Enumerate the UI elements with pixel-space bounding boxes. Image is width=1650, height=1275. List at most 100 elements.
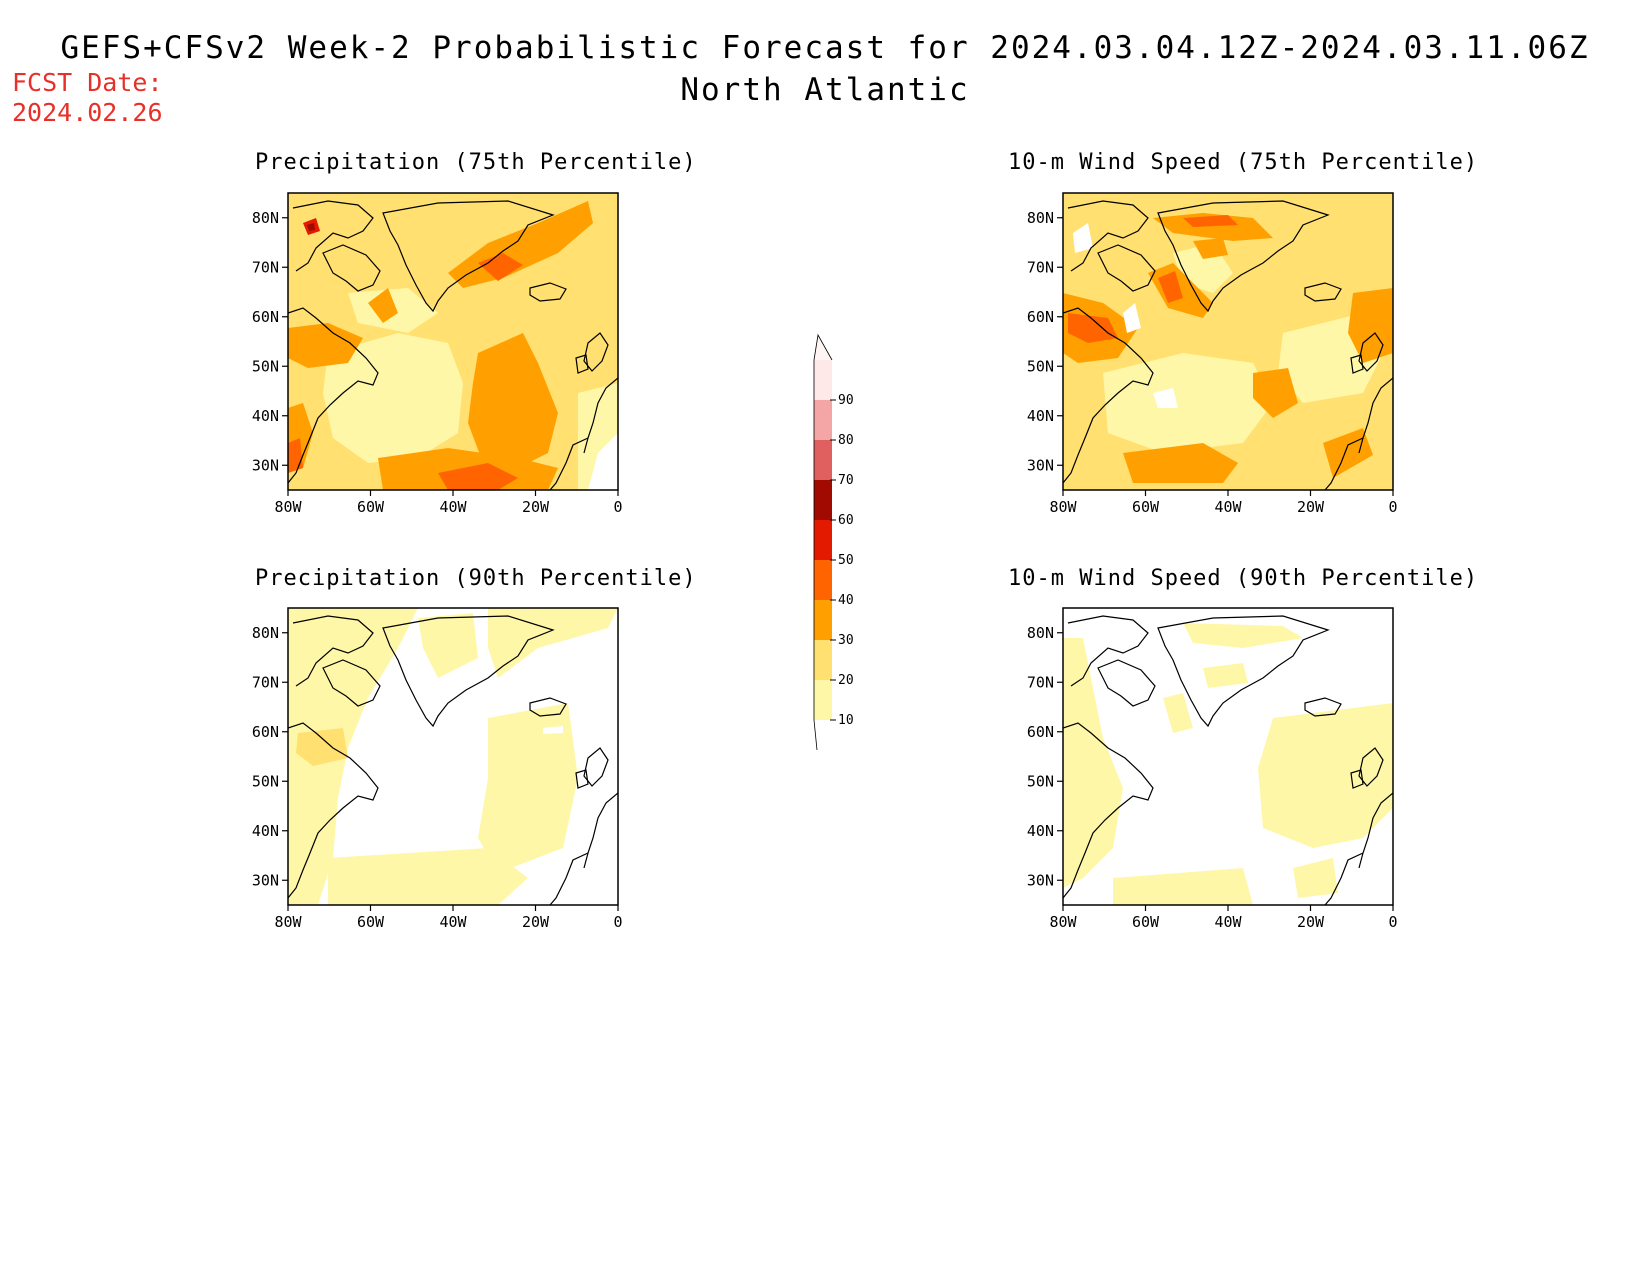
lon-tick-label: 20W: [1297, 498, 1325, 515]
contour-region: [1323, 428, 1373, 478]
colorbar-label: 70: [838, 473, 854, 488]
lat-tick-label: 60N: [1027, 308, 1054, 326]
coastline: [1350, 354, 1364, 374]
lat-tick-label: 70N: [1027, 258, 1054, 276]
colorbar-label: 60: [838, 513, 854, 528]
coastline: [322, 659, 381, 707]
contour-region: [1063, 638, 1123, 888]
colorbar-label: 50: [838, 553, 854, 568]
lat-tick-label: 40N: [1027, 407, 1054, 425]
lon-tick-label: 80W: [1049, 498, 1077, 515]
map-wind90: 80N 70N 60N 50N 40N 30N 80W 60W 40W 20W 0: [1027, 607, 1398, 930]
contour-region: [307, 223, 315, 231]
fcst-label: FCST Date:: [12, 68, 163, 97]
colorbar-swatch: [814, 360, 832, 400]
coastline: [575, 354, 589, 374]
colorbar-swatch: [814, 480, 832, 520]
colorbar-top-arrow: [813, 333, 833, 361]
map-precip75: 80N 70N 60N 50N 40N 30N 80W 60W 40W 20W 0: [252, 192, 623, 515]
contour-region: [1158, 271, 1183, 303]
coastline: [1350, 769, 1364, 789]
contour-region: [478, 703, 578, 873]
colorbar-swatch: [814, 640, 832, 680]
lat-tick-label: 80N: [252, 209, 279, 227]
contour-shading: [288, 608, 618, 905]
contour-region: [368, 288, 398, 323]
lon-tick-label: 0: [613, 498, 622, 515]
coastline: [575, 769, 589, 789]
contour-region: [1163, 693, 1193, 733]
coastline: [1157, 200, 1330, 313]
coastline: [583, 792, 618, 869]
contour-region: [1203, 663, 1248, 688]
coastlines: [1063, 615, 1393, 905]
contour-region: [1073, 223, 1093, 253]
lat-tick-label: 50N: [252, 772, 279, 790]
lat-tick-label: 30N: [1027, 456, 1054, 474]
contour-region: [323, 333, 463, 463]
lon-tick-label: 20W: [522, 913, 550, 930]
contour-shading: [1063, 193, 1393, 490]
contour-region: [1183, 215, 1238, 227]
coastline: [1324, 852, 1364, 905]
contour-region: [1258, 703, 1393, 848]
colorbar-swatch: [814, 600, 832, 640]
colorbar-label: 40: [838, 593, 854, 608]
coastline: [549, 852, 589, 905]
colorbar-label: 20: [838, 673, 854, 688]
map-wind75: 80N 70N 60N 50N 40N 30N 80W 60W 40W 20W 0: [1027, 192, 1398, 515]
lat-tick-label: 50N: [252, 357, 279, 375]
panel-title-precip90: Precipitation (90th Percentile): [255, 566, 697, 591]
lat-tick-label: 80N: [1027, 624, 1054, 642]
coastline: [292, 615, 374, 687]
contour-region: [543, 726, 563, 734]
coastline: [1358, 792, 1393, 869]
fcst-date-value: 2024.02.26: [12, 98, 163, 127]
coastline: [1097, 244, 1156, 292]
lat-tick-label: 70N: [1027, 673, 1054, 691]
lat-tick-label: 60N: [1027, 723, 1054, 741]
contour-region: [288, 323, 363, 368]
coastline: [1157, 615, 1330, 728]
contour-region: [468, 333, 558, 468]
lon-tick-label: 60W: [1132, 498, 1160, 515]
contour-region: [1193, 238, 1228, 259]
lon-tick-label: 40W: [439, 498, 467, 515]
lat-tick-label: 30N: [252, 871, 279, 889]
lat-tick-label: 70N: [252, 258, 279, 276]
coastline: [1324, 437, 1364, 490]
colorbar-label: 30: [838, 633, 854, 648]
coastline: [1304, 282, 1342, 302]
panel-title-wind75: 10-m Wind Speed (75th Percentile): [1008, 150, 1479, 175]
lat-tick-label: 30N: [252, 456, 279, 474]
coastline: [1067, 200, 1149, 272]
lon-tick-label: 0: [1388, 498, 1397, 515]
coastline: [549, 437, 589, 490]
lon-tick-label: 20W: [1297, 913, 1325, 930]
colorbar-swatch: [814, 440, 832, 480]
lat-tick-label: 50N: [1027, 357, 1054, 375]
lat-tick-label: 70N: [252, 673, 279, 691]
coastlines: [1063, 200, 1393, 490]
lat-tick-label: 60N: [252, 723, 279, 741]
contour-region: [1348, 288, 1393, 363]
panel-title-wind90: 10-m Wind Speed (90th Percentile): [1008, 566, 1479, 591]
lat-tick-label: 40N: [252, 407, 279, 425]
contour-region: [1103, 353, 1273, 453]
coastline: [529, 282, 567, 302]
lon-tick-label: 0: [1388, 913, 1397, 930]
contour-region: [1153, 388, 1178, 408]
coastlines: [288, 200, 618, 490]
lon-tick-label: 0: [613, 913, 622, 930]
coastline: [583, 747, 609, 787]
contour-region: [588, 433, 618, 490]
lon-tick-label: 80W: [1049, 913, 1077, 930]
contour-region: [1183, 623, 1303, 648]
contour-region: [296, 728, 348, 766]
lat-tick-label: 40N: [252, 822, 279, 840]
colorbar-swatch: [814, 400, 832, 440]
colorbar-swatch: [814, 680, 832, 720]
coastline: [382, 615, 555, 728]
coastline: [288, 722, 379, 899]
colorbar-swatch: [814, 560, 832, 600]
